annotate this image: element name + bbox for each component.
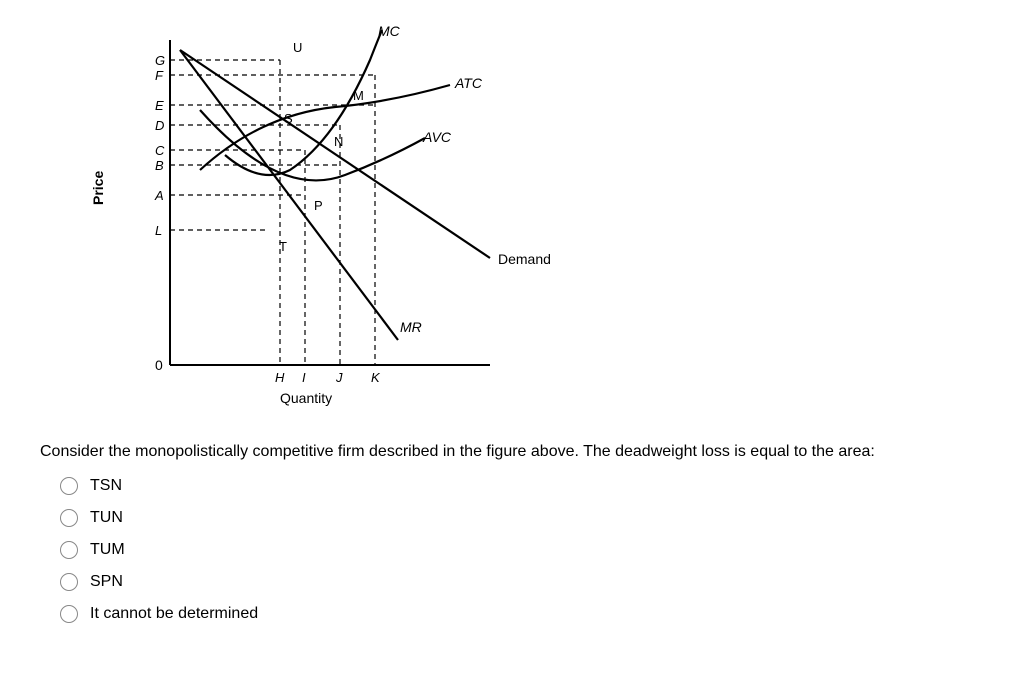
svg-text:G: G — [155, 53, 165, 68]
svg-text:0: 0 — [155, 357, 163, 373]
point-m: M — [353, 88, 364, 103]
choice-c-label: TUM — [90, 541, 125, 559]
svg-text:C: C — [155, 143, 165, 158]
mr-label: MR — [400, 319, 422, 335]
svg-text:D: D — [155, 118, 164, 133]
question-text: Consider the monopolistically competitiv… — [40, 442, 984, 463]
svg-text:K: K — [371, 370, 381, 385]
choice-d[interactable]: SPN — [60, 573, 984, 591]
svg-text:J: J — [335, 370, 343, 385]
y-axis-label: Price — [90, 171, 106, 205]
choice-e[interactable]: It cannot be determined — [60, 605, 984, 623]
svg-text:H: H — [275, 370, 285, 385]
svg-text:A: A — [154, 188, 164, 203]
point-p: P — [314, 198, 323, 213]
choice-b[interactable]: TUN — [60, 509, 984, 527]
avc-label: AVC — [422, 129, 452, 145]
radio-icon[interactable] — [60, 541, 78, 559]
choice-a-label: TSN — [90, 477, 122, 495]
radio-icon[interactable] — [60, 509, 78, 527]
answer-choices: TSN TUN TUM SPN It cannot be determined — [60, 477, 984, 623]
point-n: N — [334, 134, 343, 149]
svg-text:F: F — [155, 68, 164, 83]
mc-label: MC — [378, 23, 401, 39]
chart-svg: G F E D C B A L 0 H I — [80, 20, 640, 430]
svg-text:E: E — [155, 98, 164, 113]
economics-chart: G F E D C B A L 0 H I — [80, 20, 640, 430]
radio-icon[interactable] — [60, 573, 78, 591]
point-u: U — [293, 40, 302, 55]
radio-icon[interactable] — [60, 477, 78, 495]
svg-text:I: I — [302, 370, 306, 385]
choice-a[interactable]: TSN — [60, 477, 984, 495]
choice-c[interactable]: TUM — [60, 541, 984, 559]
svg-text:B: B — [155, 158, 164, 173]
radio-icon[interactable] — [60, 605, 78, 623]
x-axis-label: Quantity — [280, 390, 332, 406]
svg-text:L: L — [155, 223, 162, 238]
demand-label: Demand — [498, 251, 551, 267]
atc-label: ATC — [454, 75, 483, 91]
choice-b-label: TUN — [90, 509, 123, 527]
point-s: S — [284, 111, 293, 126]
point-t: T — [279, 239, 287, 254]
choice-d-label: SPN — [90, 573, 123, 591]
choice-e-label: It cannot be determined — [90, 605, 258, 623]
